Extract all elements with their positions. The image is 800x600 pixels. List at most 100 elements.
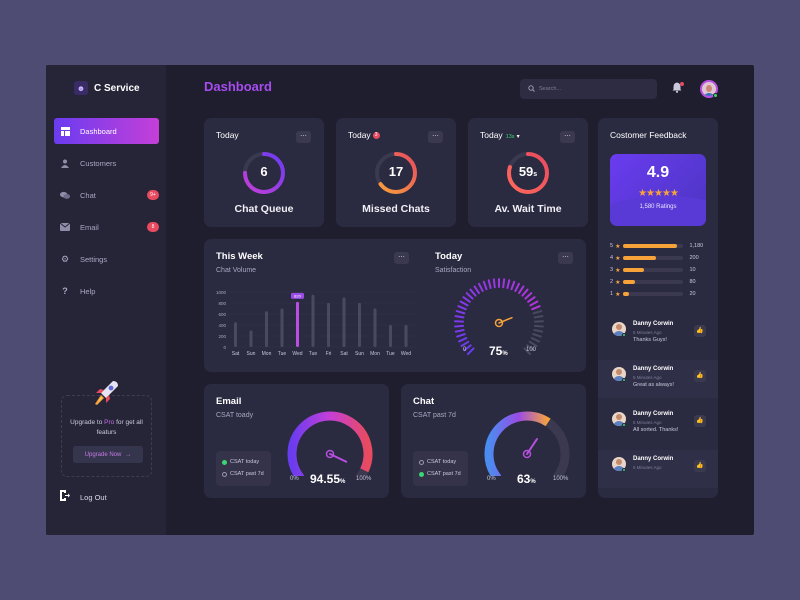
thumbs-up-icon[interactable]: 👍 <box>694 370 706 382</box>
star-icon: ★ <box>615 267 621 274</box>
chat-legend: CSAT today CSAT past 7d <box>413 451 468 486</box>
upgrade-now-button[interactable]: Upgrade Now → <box>73 446 143 463</box>
rating-count: 200 <box>689 255 699 261</box>
gauge-needle <box>522 438 538 459</box>
rocket-icon <box>91 378 121 415</box>
sidebar-item-label: Dashboard <box>80 126 117 136</box>
brand[interactable]: ☻ C Service <box>74 81 140 95</box>
rating-row: 1 ★ 20 <box>610 290 706 298</box>
sidebar-item-email[interactable]: Email 8 <box>54 214 159 240</box>
rating-bar <box>623 268 684 272</box>
logout-icon <box>60 490 70 504</box>
gauge-tick <box>457 305 467 311</box>
sidebar-item-customers[interactable]: Customers <box>54 150 159 176</box>
legend-item[interactable]: CSAT past 7d <box>222 468 265 480</box>
more-options-button[interactable]: ... <box>558 251 573 264</box>
online-status-dot <box>622 378 626 382</box>
review-item[interactable]: Danny Corwin 5 Minutes Ago Great as always… <box>598 360 718 398</box>
more-options-button[interactable]: ... <box>560 130 575 143</box>
wait-time-card: Today 13s ▾ ... 59s Av. Wait Time <box>468 118 588 227</box>
logout-button[interactable]: Log Out <box>60 490 107 504</box>
thumbs-up-icon[interactable]: 👍 <box>694 460 706 472</box>
x-tick-label: Fri <box>326 351 332 357</box>
more-options-button[interactable]: ... <box>428 130 443 143</box>
review-item[interactable]: Danny Corwin 5 Minutes Ago 👍 <box>598 450 718 488</box>
gauge-tick <box>533 329 544 333</box>
chat-queue-label: Chat Queue <box>234 203 294 215</box>
rating-star-number: 2 <box>610 279 614 285</box>
gauge-fill <box>287 411 373 476</box>
review-time: 5 Minutes Ago <box>633 330 662 335</box>
gauge-tick <box>482 280 488 291</box>
week-title: This Week <box>216 251 263 262</box>
satisfaction-value: 75% <box>489 344 508 358</box>
rating-bar-fill <box>623 244 678 248</box>
sidebar-item-label: Settings <box>80 254 108 264</box>
gauge-fill <box>484 411 551 476</box>
review-text: Thanks Guys! <box>633 337 667 343</box>
gauge-tick <box>469 288 477 297</box>
sidebar-item-dashboard[interactable]: Dashboard <box>54 118 159 144</box>
feedback-score: 4.9 <box>646 164 670 181</box>
rating-bar <box>623 244 684 248</box>
gauge-tick <box>478 282 484 292</box>
gauge-tick <box>521 288 529 297</box>
card-period: Today <box>216 130 239 140</box>
sidebar-item-help[interactable]: ? Help <box>54 278 159 304</box>
thumbs-up-icon[interactable]: 👍 <box>694 325 706 337</box>
more-options-button[interactable]: ... <box>394 251 409 264</box>
satisfaction-gauge <box>454 278 544 356</box>
gauge-tick <box>465 292 474 300</box>
legend-item[interactable]: CSAT today <box>222 456 265 468</box>
email-icon <box>60 222 70 232</box>
thumbs-up-icon[interactable]: 👍 <box>694 415 706 427</box>
rating-bar <box>623 292 684 296</box>
gauge-tick <box>514 282 520 292</box>
y-tick-label: 800 <box>218 301 226 306</box>
gauge-tick <box>527 296 536 303</box>
gauge-tick <box>454 324 465 328</box>
logout-label: Log Out <box>80 492 107 502</box>
x-tick-label: Tue <box>386 351 395 357</box>
legend-item[interactable]: CSAT today <box>419 456 462 468</box>
gauge-tick <box>518 285 525 295</box>
more-options-button[interactable]: ... <box>296 130 311 143</box>
chat-max: 100% <box>553 476 569 482</box>
bar-value-tag <box>291 292 304 299</box>
search-bar[interactable] <box>520 79 657 99</box>
gauge-tick <box>532 333 542 338</box>
wait-time-value: 59s <box>518 164 538 179</box>
bar <box>373 308 377 347</box>
sidebar-item-settings[interactable]: ⚙ Settings <box>54 246 159 272</box>
rating-count: 20 <box>689 291 696 297</box>
feedback-ratings-count: 1,580 Ratings <box>639 204 677 210</box>
bar <box>389 325 392 347</box>
star-icon: ★ <box>615 243 621 250</box>
x-tick-label: Wed <box>292 351 302 357</box>
online-status-dot <box>622 333 626 337</box>
bell-icon[interactable] <box>672 82 684 96</box>
reviewer-name: Danny Corwin <box>633 321 674 327</box>
review-item[interactable]: Danny Corwin 5 Minutes Ago All sorted. Tha… <box>598 405 718 443</box>
sidebar-item-chat[interactable]: Chat 9+ <box>54 182 159 208</box>
gauge-needle <box>494 316 513 328</box>
email-subtitle: CSAT toady <box>216 412 254 419</box>
rating-bar-fill <box>623 280 636 284</box>
email-min: 0% <box>290 476 299 482</box>
chat-min: 0% <box>487 476 496 482</box>
email-badge: 8 <box>147 222 159 232</box>
bar <box>296 301 299 347</box>
chat-subtitle: CSAT past 7d <box>413 412 456 419</box>
gauge-tick <box>533 324 544 328</box>
rating-star-number: 5 <box>610 243 614 249</box>
reviewer-avatar <box>612 412 626 426</box>
review-item[interactable]: Danny Corwin 5 Minutes Ago Thanks Guys! 👍 <box>598 315 718 353</box>
star-icon: ★ <box>615 291 621 298</box>
missed-badge: 3 <box>372 132 380 140</box>
chat-card: Chat CSAT past 7d CSAT today CSAT past 7… <box>401 384 586 498</box>
legend-item[interactable]: CSAT past 7d <box>419 468 462 480</box>
search-input[interactable] <box>539 86 639 92</box>
sidebar-item-label: Chat <box>80 190 96 200</box>
email-card: Email CSAT toady CSAT today CSAT past 7d… <box>204 384 389 498</box>
chat-icon <box>60 190 70 200</box>
